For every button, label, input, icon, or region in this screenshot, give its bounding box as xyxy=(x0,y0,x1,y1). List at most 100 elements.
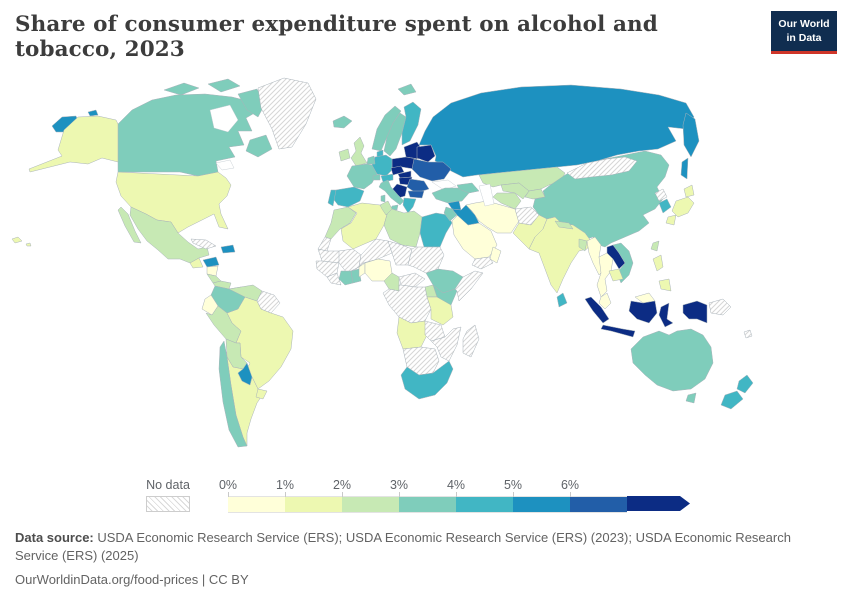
country-russia-kamchatka[interactable] xyxy=(682,112,700,158)
country-switzerland[interactable] xyxy=(372,173,381,181)
country-canada-baffin[interactable] xyxy=(237,88,266,118)
country-czechia[interactable] xyxy=(390,165,405,176)
country-russia-wrangel[interactable] xyxy=(87,109,99,117)
country-canada[interactable] xyxy=(117,93,259,177)
country-north-korea[interactable] xyxy=(654,188,668,202)
country-finland[interactable] xyxy=(401,101,422,146)
country-indonesia-java[interactable] xyxy=(600,324,636,338)
legend-bucket-3-4[interactable]: 3% xyxy=(390,478,456,513)
country-italy[interactable] xyxy=(378,179,405,206)
country-madagascar[interactable] xyxy=(462,324,480,358)
country-cote-divoire[interactable] xyxy=(338,270,354,286)
country-australia-tasmania[interactable] xyxy=(685,392,697,404)
country-japan-hokkaido[interactable] xyxy=(683,184,695,198)
country-israel-jordan[interactable] xyxy=(443,206,458,222)
legend-bucket-2-3[interactable]: 2% xyxy=(333,478,399,513)
country-bangladesh[interactable] xyxy=(578,238,588,252)
country-russia-sakhalin[interactable] xyxy=(680,157,689,180)
country-greece[interactable] xyxy=(402,197,417,214)
country-canada-newfoundland[interactable] xyxy=(245,134,273,158)
country-usa-hawaii-1[interactable] xyxy=(11,236,23,244)
legend-bucket-1-2[interactable]: 1% xyxy=(276,478,342,513)
license-line[interactable]: OurWorldinData.org/food-prices | CC BY xyxy=(15,571,249,587)
country-philippines-mindanao[interactable] xyxy=(658,278,672,292)
country-usa-hawaii-2[interactable] xyxy=(25,242,32,247)
country-japan-honshu[interactable] xyxy=(671,196,695,218)
country-new-zealand-south[interactable] xyxy=(720,390,744,410)
country-japan-kyushu[interactable] xyxy=(665,214,677,226)
country-sierra-leone-liberia[interactable] xyxy=(326,272,342,286)
country-angola[interactable] xyxy=(396,316,428,350)
country-philippines-luzon[interactable] xyxy=(652,254,664,272)
country-austria[interactable] xyxy=(380,173,394,183)
country-uzbekistan[interactable] xyxy=(500,182,530,200)
country-indonesia-kalimantan[interactable] xyxy=(628,300,658,324)
country-new-caledonia[interactable] xyxy=(743,329,753,339)
country-taiwan[interactable] xyxy=(650,240,660,252)
legend-bucket-6-7[interactable]: 6% xyxy=(561,478,627,513)
country-mongolia[interactable] xyxy=(566,156,638,180)
country-south-africa[interactable] xyxy=(400,360,454,400)
country-panama[interactable] xyxy=(212,280,232,290)
country-canada-arctic-2[interactable] xyxy=(207,78,241,93)
country-cameroon[interactable] xyxy=(383,272,400,292)
country-caucasus[interactable] xyxy=(456,182,480,194)
country-greenland[interactable] xyxy=(257,77,317,150)
country-ireland[interactable] xyxy=(338,148,351,162)
legend-bucket-5-6[interactable]: 5% xyxy=(504,478,570,513)
country-sri-lanka[interactable] xyxy=(556,292,568,308)
country-western-sahara[interactable] xyxy=(317,236,332,252)
country-indonesia-sumatra[interactable] xyxy=(584,296,610,324)
country-tunisia[interactable] xyxy=(379,200,393,216)
country-central-african-republic[interactable] xyxy=(398,272,426,288)
country-egypt[interactable] xyxy=(419,212,453,248)
country-russia[interactable] xyxy=(418,84,695,178)
country-indonesia-sulawesi[interactable] xyxy=(658,302,674,328)
country-paraguay[interactable] xyxy=(237,362,253,386)
legend-no-data[interactable]: No data xyxy=(146,478,190,512)
owid-logo[interactable]: Our World in Data xyxy=(771,11,837,55)
country-australia[interactable] xyxy=(630,328,714,392)
country-malaysia[interactable] xyxy=(598,292,612,310)
country-portugal[interactable] xyxy=(327,189,337,207)
country-united-kingdom[interactable] xyxy=(350,136,368,167)
country-morocco[interactable] xyxy=(324,206,357,240)
country-indonesia-papua[interactable] xyxy=(682,300,708,324)
country-dr-congo[interactable] xyxy=(382,284,432,324)
country-oman[interactable] xyxy=(489,246,502,264)
country-france[interactable] xyxy=(346,163,378,190)
country-iceland[interactable] xyxy=(332,115,353,129)
country-benelux[interactable] xyxy=(366,155,376,165)
country-kazakhstan[interactable] xyxy=(478,166,566,192)
country-usa[interactable] xyxy=(115,171,232,234)
country-nepal[interactable] xyxy=(554,220,574,230)
country-yemen[interactable] xyxy=(471,256,494,270)
country-guatemala[interactable] xyxy=(189,257,204,269)
country-italy-sardinia[interactable] xyxy=(380,194,386,203)
country-tanzania[interactable] xyxy=(426,296,454,326)
country-guyana-suriname[interactable] xyxy=(256,290,281,314)
country-bulgaria[interactable] xyxy=(407,190,425,199)
legend-bucket-4-5[interactable]: 4% xyxy=(447,478,513,513)
country-belarus[interactable] xyxy=(416,144,436,163)
country-mexico-baja[interactable] xyxy=(117,206,142,244)
country-cuba[interactable] xyxy=(190,238,217,250)
country-ukraine[interactable] xyxy=(411,158,452,182)
country-chile[interactable] xyxy=(218,340,248,448)
country-papua-new-guinea[interactable] xyxy=(708,298,732,316)
legend-bucket-0-1[interactable]: 0% xyxy=(219,478,285,513)
country-ecuador[interactable] xyxy=(201,294,219,316)
country-turkey[interactable] xyxy=(431,187,470,204)
country-honduras[interactable] xyxy=(202,256,220,268)
country-ghana[interactable] xyxy=(350,268,362,284)
legend-no-data-swatch[interactable] xyxy=(146,496,190,512)
country-uruguay[interactable] xyxy=(255,388,268,400)
country-iraq[interactable] xyxy=(451,204,480,226)
country-peru[interactable] xyxy=(205,305,242,344)
country-canada-arctic-1[interactable] xyxy=(163,82,200,96)
country-dominican-republic[interactable] xyxy=(220,244,236,254)
country-usa-alaska[interactable] xyxy=(28,115,119,173)
country-norway[interactable] xyxy=(371,105,402,152)
country-india[interactable] xyxy=(528,216,592,294)
legend-bucket-7-plus[interactable]: 7% xyxy=(627,496,690,511)
